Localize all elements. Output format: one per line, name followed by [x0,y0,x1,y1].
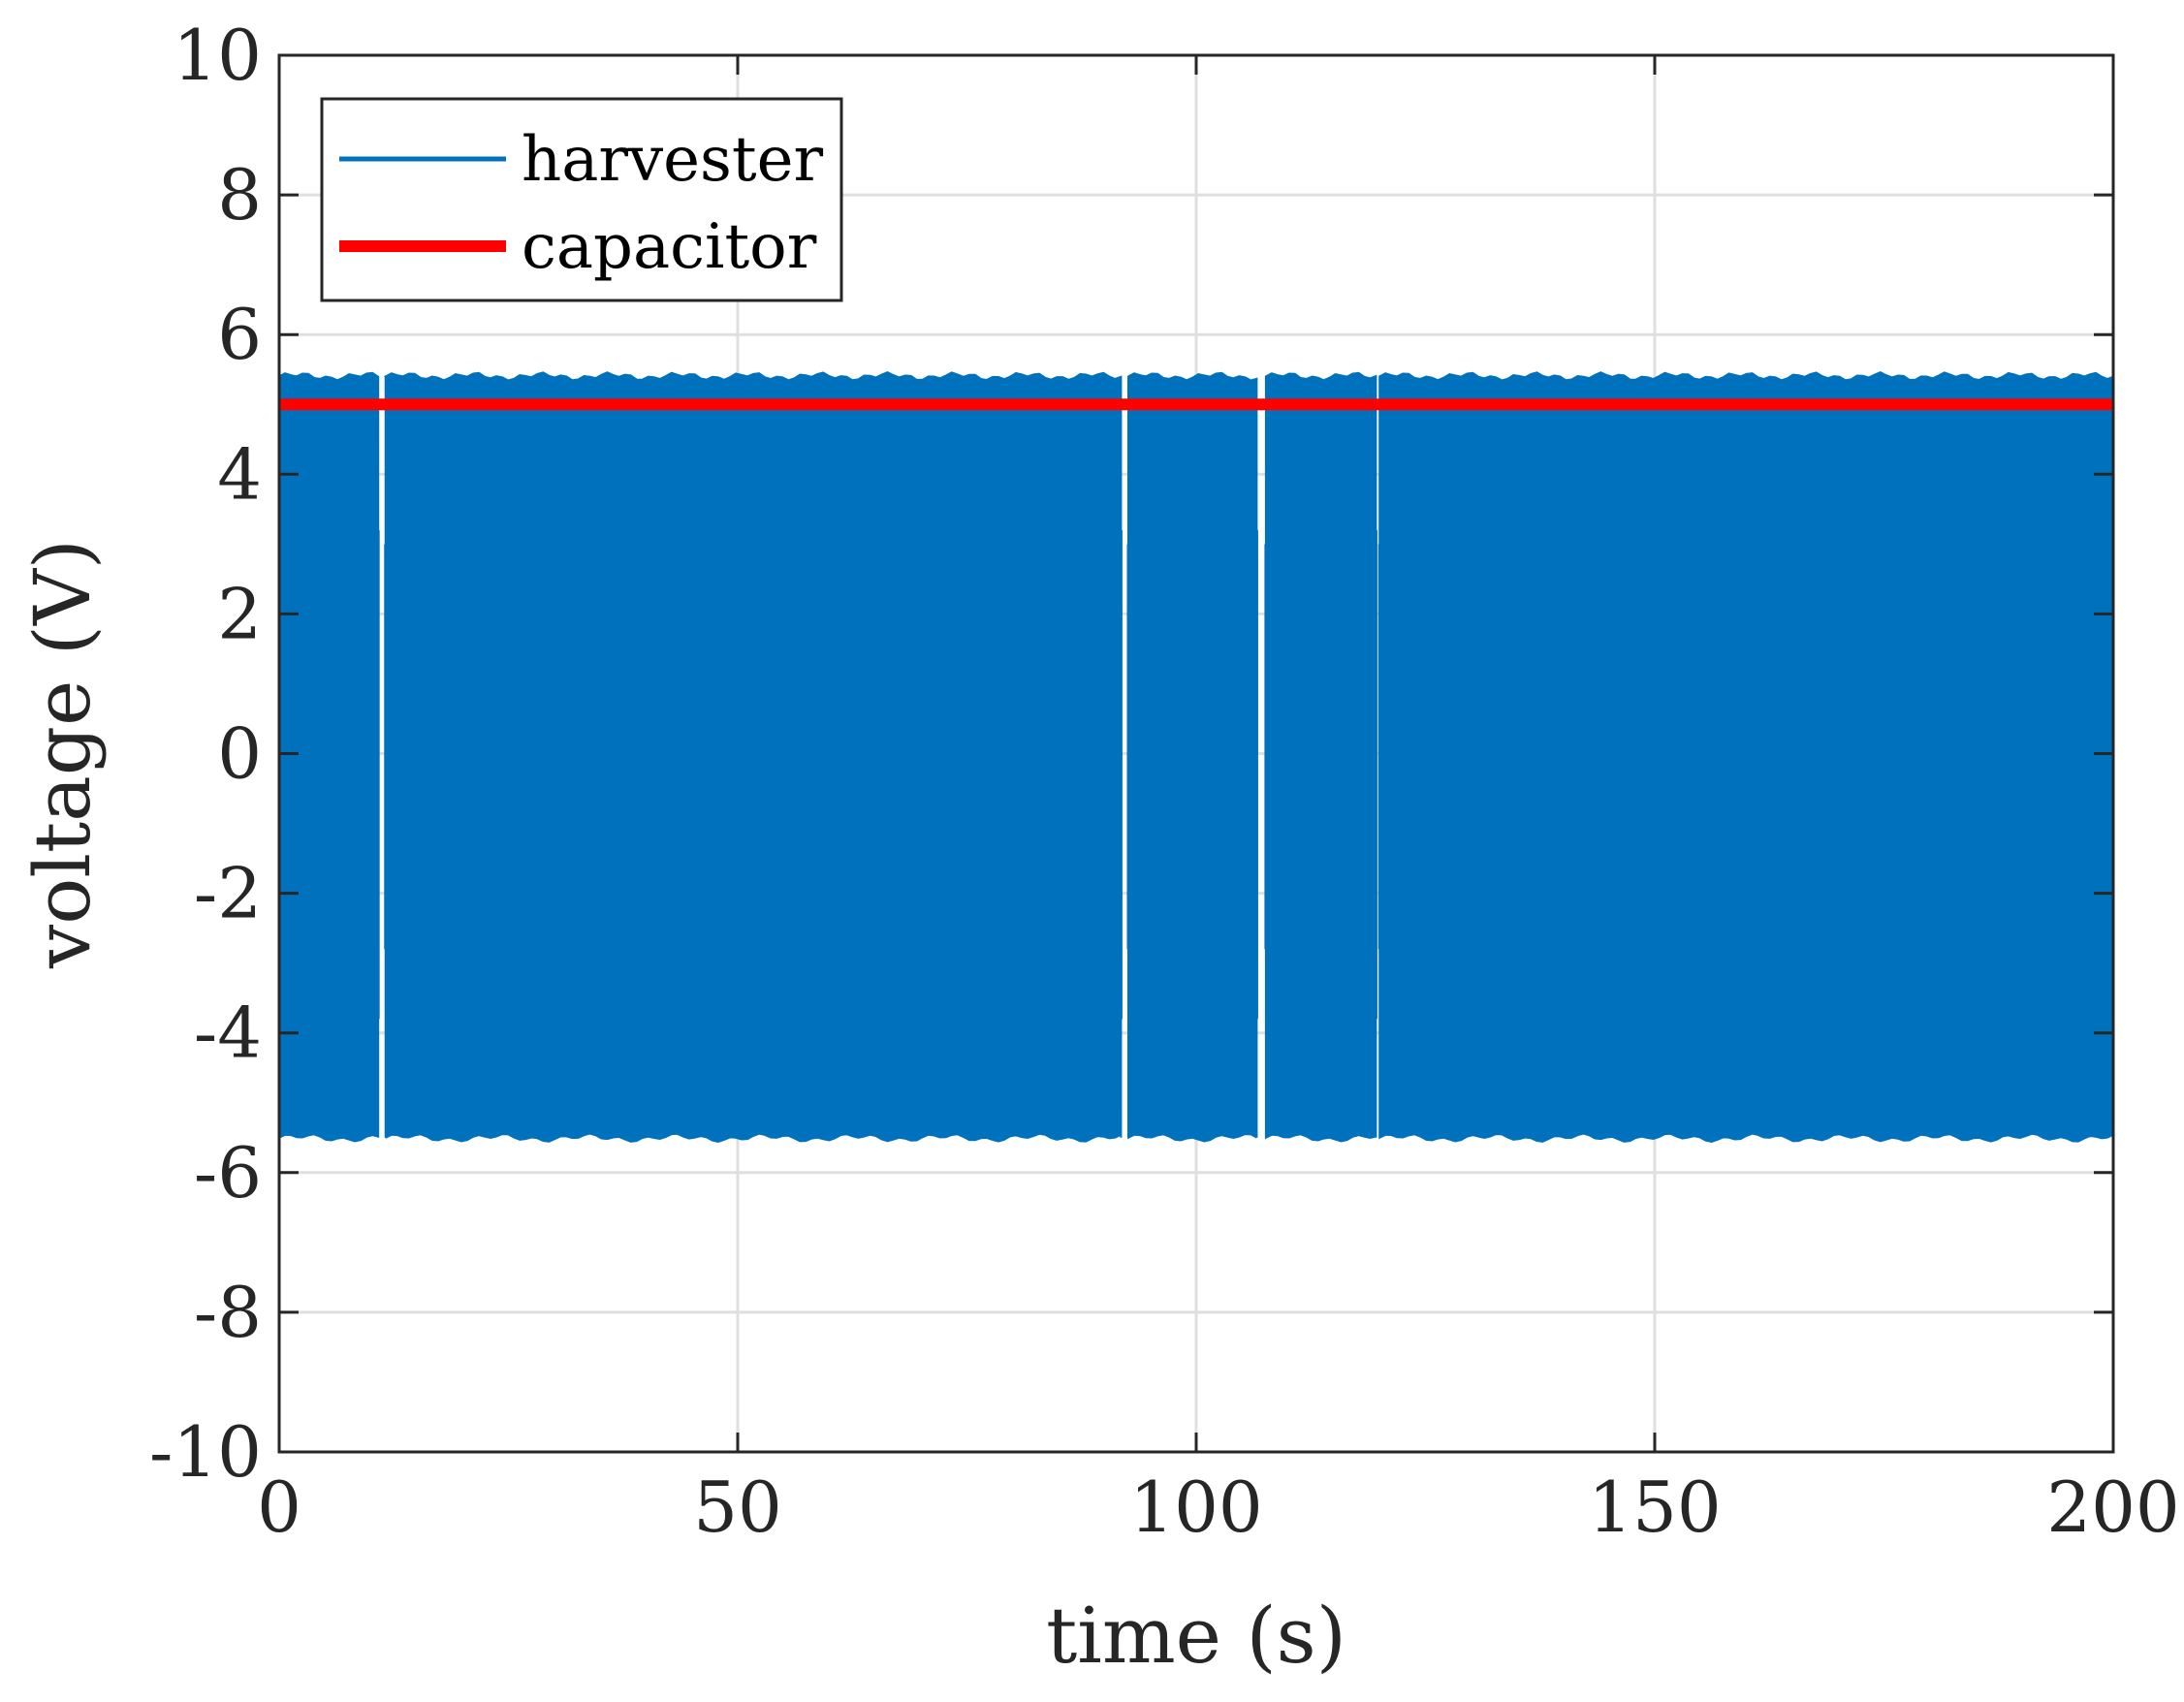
y-tick-label: 2 [217,573,262,654]
x-axis-label: time (s) [1046,1591,1346,1681]
legend-box [320,97,843,302]
x-tick-label: 100 [1129,1466,1262,1548]
harvester-band [278,371,380,1143]
harvester-band [1378,371,2114,1144]
harvester-series [278,371,2114,1144]
legend-label: capacitor [522,211,817,283]
series-layer [278,371,2114,1144]
harvester-band [1127,371,1258,1143]
y-tick-label: -4 [194,993,262,1074]
x-tick-label: 200 [2046,1466,2179,1548]
x-tick-label: 150 [1588,1466,1721,1548]
x-tick-label: 0 [257,1466,301,1548]
ticks [277,53,2115,1454]
y-tick-label: -6 [194,1132,262,1213]
y-axis-label: voltage (V) [17,539,108,969]
y-tick-label: 0 [217,713,262,795]
legend-label: harvester [522,124,823,196]
tick-labels: 0 50 100 150 200 -10 -8 -6 -4 -2 0 2 4 6 8 10 [149,15,2180,1548]
harvester-band [383,371,1123,1144]
y-tick-label: 4 [217,433,262,515]
harvester-band [1264,371,1377,1143]
y-tick-label: -10 [149,1411,262,1493]
y-tick-label: -2 [194,853,262,934]
legend: harvester capacitor [320,97,843,302]
y-tick-label: 8 [217,154,262,236]
x-tick-label: 50 [693,1466,782,1548]
y-tick-label: -8 [194,1272,262,1353]
y-tick-label: 6 [217,294,262,375]
y-tick-label: 10 [173,15,262,96]
